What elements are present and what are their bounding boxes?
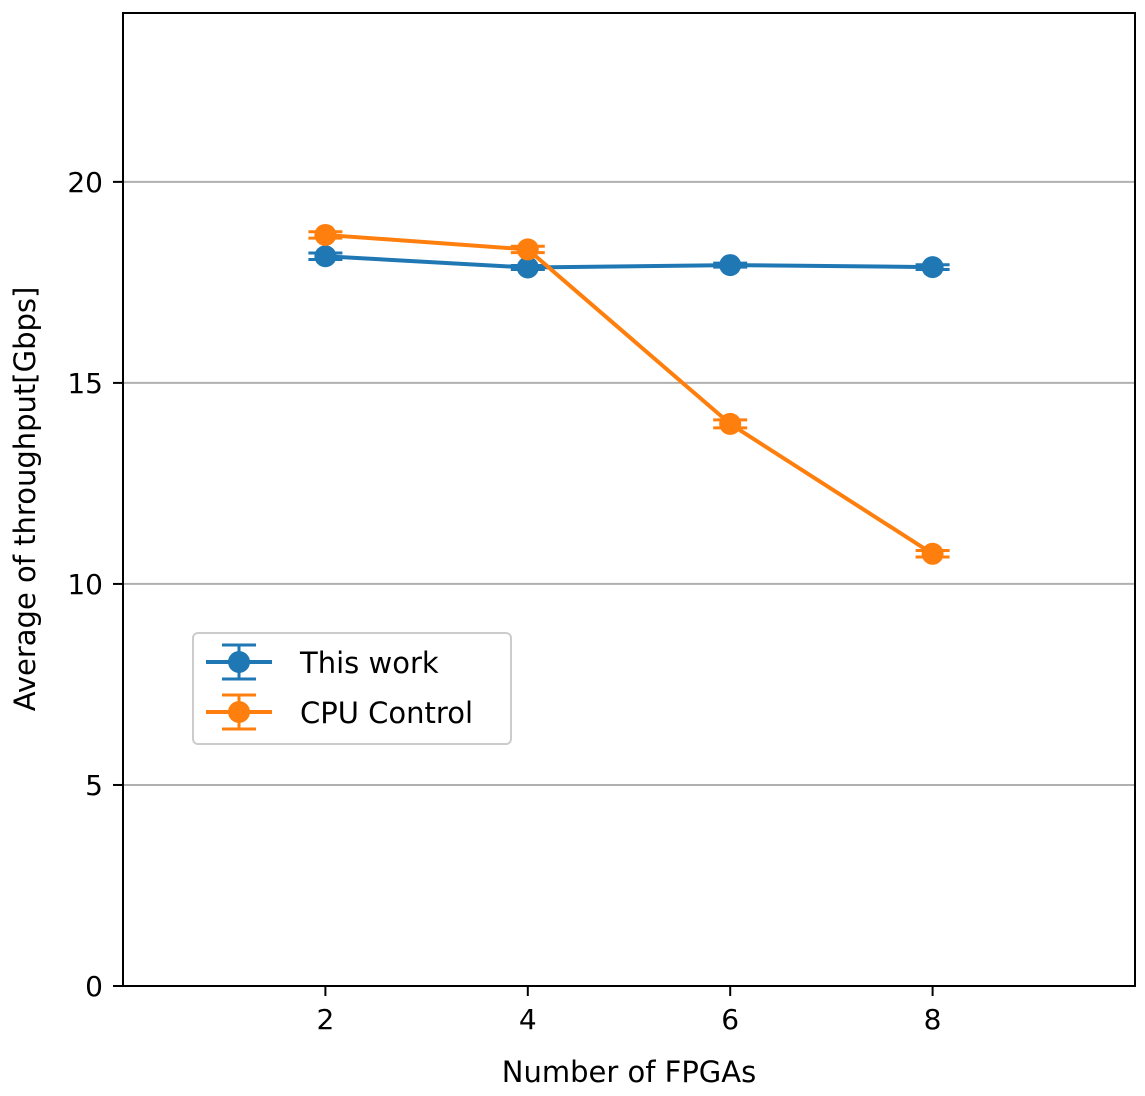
x-tick-label: 6 xyxy=(721,1003,739,1036)
data-point xyxy=(516,256,539,279)
legend-marker xyxy=(228,651,250,673)
legend-marker xyxy=(228,701,250,723)
data-point xyxy=(516,238,539,261)
legend-entries: This work CPU Control xyxy=(206,643,473,731)
legend-frame xyxy=(192,632,512,745)
axis-ticks: 0 5 10 15 20 2 4 6 8 xyxy=(67,166,941,1036)
y-tick-label: 15 xyxy=(67,367,103,400)
series-layer xyxy=(308,223,950,565)
legend-label: This work xyxy=(299,646,439,680)
x-tick-label: 8 xyxy=(924,1003,942,1036)
plot-frame xyxy=(122,12,1136,987)
y-tick-label: 10 xyxy=(67,568,103,601)
series-line-cpu-control xyxy=(325,232,934,556)
y-axis-title: Average of throughput[Gbps] xyxy=(8,287,42,712)
y-tick-label: 20 xyxy=(67,166,103,199)
grid-lines xyxy=(123,180,1135,987)
legend-label: CPU Control xyxy=(300,696,473,730)
data-point xyxy=(314,223,337,246)
data-point xyxy=(314,245,337,268)
series-line-this-work xyxy=(325,254,933,270)
x-tick-label: 4 xyxy=(519,1003,537,1036)
x-axis-title: Number of FPGAs xyxy=(502,1055,756,1089)
data-point xyxy=(921,542,944,565)
data-point xyxy=(719,254,742,277)
y-tick-label: 0 xyxy=(85,970,103,1003)
y-tick-label: 5 xyxy=(85,769,103,802)
data-point xyxy=(719,412,742,435)
data-point xyxy=(921,256,944,279)
legend: This work CPU Control xyxy=(192,632,512,745)
x-tick-label: 2 xyxy=(316,1003,334,1036)
